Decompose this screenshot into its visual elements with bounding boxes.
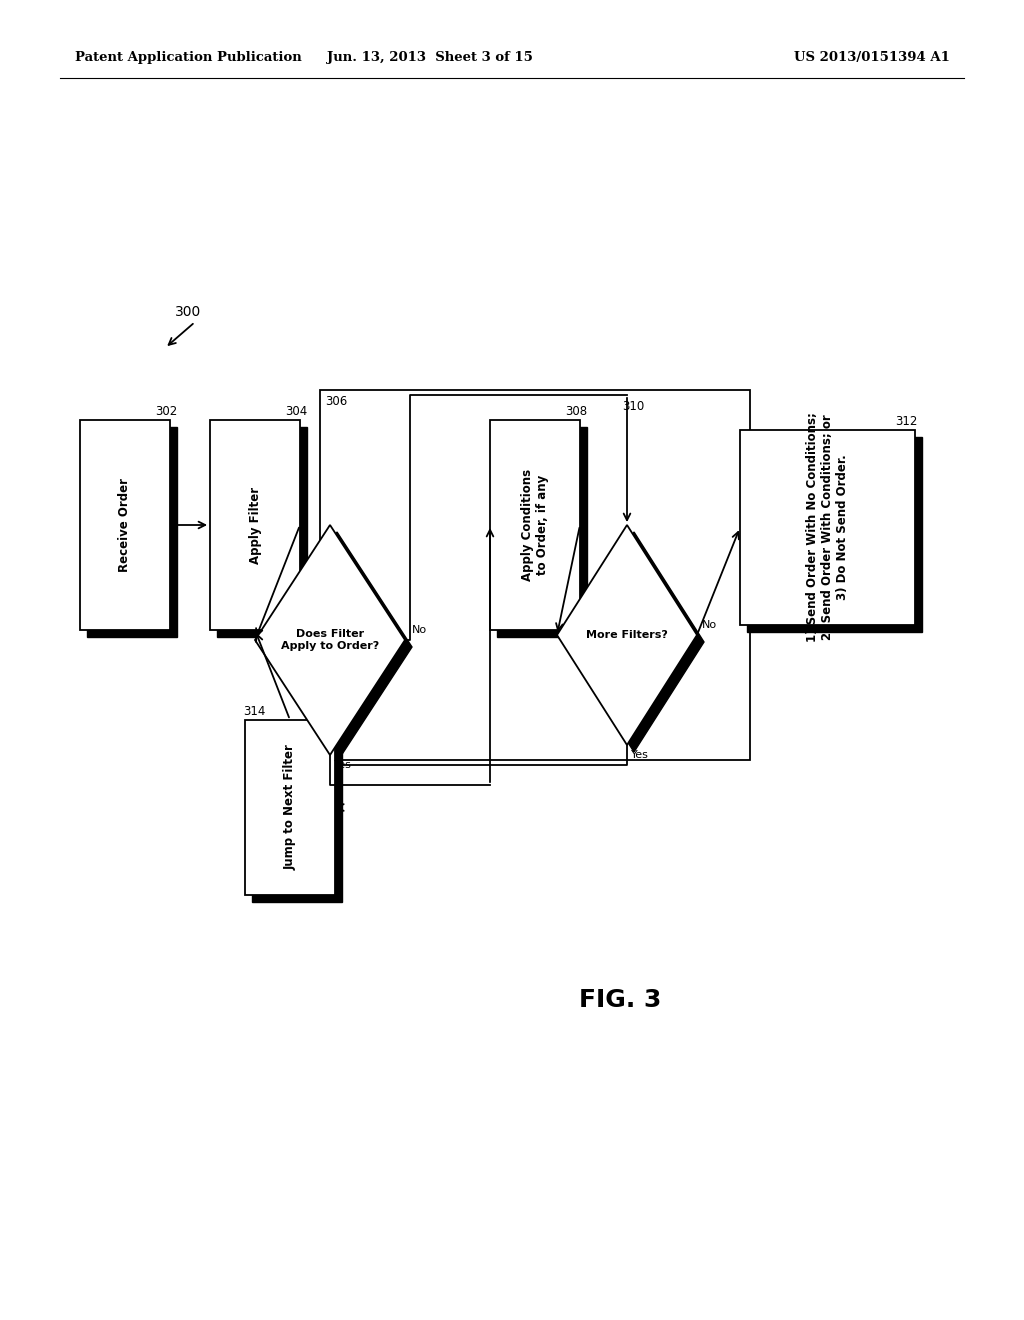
Text: No: No: [412, 624, 427, 635]
Text: Receive Order: Receive Order: [119, 478, 131, 572]
Bar: [252, 727, 342, 902]
Text: Yes: Yes: [631, 750, 649, 760]
Text: FIG. 3: FIG. 3: [579, 987, 662, 1012]
Polygon shape: [557, 525, 697, 744]
Text: 312: 312: [895, 414, 918, 428]
Bar: [490, 420, 580, 630]
Text: 300: 300: [175, 305, 202, 319]
Text: Patent Application Publication: Patent Application Publication: [75, 51, 302, 65]
Polygon shape: [564, 532, 705, 752]
Bar: [497, 426, 587, 638]
Text: Jun. 13, 2013  Sheet 3 of 15: Jun. 13, 2013 Sheet 3 of 15: [327, 51, 532, 65]
Text: Jump to Next Filter: Jump to Next Filter: [284, 744, 297, 870]
Text: Apply Filter: Apply Filter: [249, 487, 261, 564]
Text: 310: 310: [622, 400, 644, 413]
Text: 302: 302: [155, 405, 177, 418]
Text: Yes: Yes: [334, 760, 352, 770]
Bar: [80, 420, 170, 630]
Text: 1) Send Order With No Conditions;
2) Send Order With Conditions; or
3) Do Not Se: 1) Send Order With No Conditions; 2) Sen…: [806, 413, 849, 643]
Bar: [245, 719, 335, 895]
Text: 304: 304: [285, 405, 307, 418]
Text: Does Filter
Apply to Order?: Does Filter Apply to Order?: [281, 630, 379, 651]
Bar: [319, 389, 750, 760]
Text: No: No: [702, 620, 717, 630]
Text: 306: 306: [325, 395, 347, 408]
Text: Apply Conditions
to Order, if any: Apply Conditions to Order, if any: [521, 469, 549, 581]
Text: 308: 308: [565, 405, 587, 418]
Text: More Filters?: More Filters?: [586, 630, 668, 640]
Bar: [746, 437, 922, 632]
Bar: [740, 430, 915, 624]
Polygon shape: [262, 532, 412, 762]
Bar: [87, 426, 177, 638]
Bar: [217, 426, 307, 638]
Text: US 2013/0151394 A1: US 2013/0151394 A1: [795, 51, 950, 65]
Bar: [210, 420, 300, 630]
Polygon shape: [255, 525, 406, 755]
Text: 314: 314: [243, 705, 265, 718]
